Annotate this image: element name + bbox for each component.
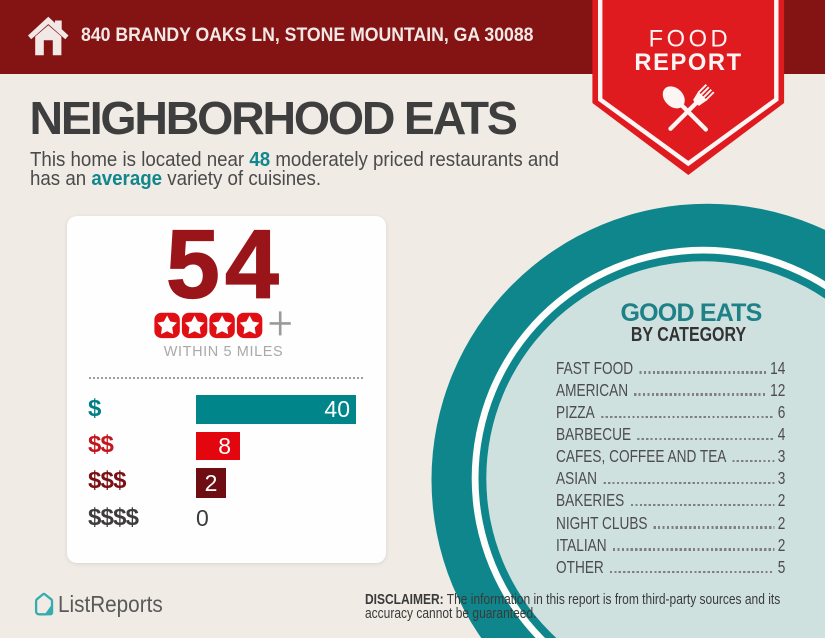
svg-text:REPORT: REPORT (634, 50, 742, 76)
svg-text:FOOD: FOOD (649, 27, 731, 53)
